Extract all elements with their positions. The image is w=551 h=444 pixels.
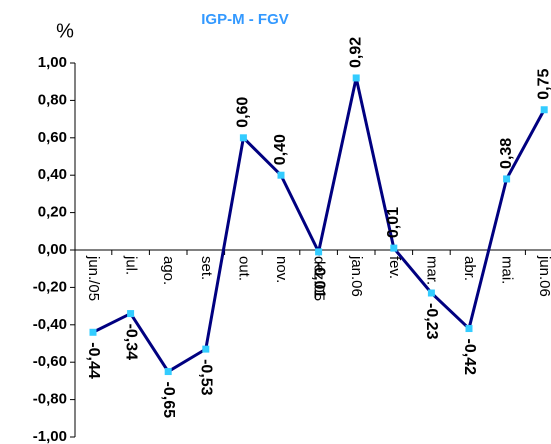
y-tick-label: 0,20 — [38, 204, 67, 221]
x-tick-label: mai. — [499, 256, 516, 284]
y-tick-label: -0,20 — [33, 278, 67, 295]
chart-title: IGP-M - FGV — [201, 11, 289, 28]
data-label: -0,65 — [160, 382, 177, 419]
x-tick-label: out. — [235, 256, 252, 281]
marker — [390, 244, 398, 252]
y-tick-label: 0,60 — [38, 129, 67, 146]
x-tick-label: nov. — [273, 256, 290, 283]
x-tick-label: abr. — [461, 256, 478, 281]
data-label: -0,53 — [198, 359, 215, 396]
x-tick-label: jun.06 — [536, 255, 551, 297]
y-tick-label: -1,00 — [33, 428, 67, 444]
marker — [315, 248, 323, 256]
data-label: 0,92 — [347, 37, 364, 68]
x-tick-label: dez.05 — [311, 256, 328, 301]
data-label: 0,38 — [498, 138, 515, 169]
data-label: 0,40 — [272, 134, 289, 165]
y-tick-label: -0,80 — [33, 391, 67, 408]
data-label: -0,44 — [85, 342, 102, 379]
marker — [465, 325, 473, 333]
data-label: 0,75 — [535, 69, 551, 100]
series-line — [92, 77, 546, 374]
marker — [503, 175, 511, 183]
x-tick-label: ago. — [160, 256, 177, 285]
marker — [239, 134, 247, 142]
marker — [352, 74, 360, 82]
marker — [427, 289, 435, 297]
x-tick-label: jan.06 — [348, 255, 365, 297]
data-label: 0,01 — [385, 207, 402, 238]
y-axis-label: % — [56, 20, 74, 42]
x-tick-label: jul. — [123, 255, 140, 275]
y-tick-label: 0,00 — [38, 241, 67, 258]
y-tick-label: 0,40 — [38, 166, 67, 183]
y-tick-label: 0,80 — [38, 91, 67, 108]
data-label: -0,42 — [461, 339, 478, 376]
x-tick-label: jun./05 — [85, 255, 102, 301]
marker — [277, 171, 285, 179]
marker — [202, 345, 210, 353]
data-label: -0,34 — [122, 324, 139, 361]
marker — [164, 368, 172, 376]
marker — [127, 310, 135, 318]
y-tick-label: 1,00 — [38, 54, 67, 71]
x-tick-label: mar. — [423, 256, 440, 285]
marker — [540, 106, 548, 114]
y-tick-label: -0,40 — [33, 316, 67, 333]
data-label: 0,60 — [235, 97, 252, 128]
y-tick-label: -0,60 — [33, 353, 67, 370]
data-label: -0,01 — [310, 262, 327, 299]
data-label: -0,23 — [423, 303, 440, 340]
marker — [89, 328, 97, 336]
x-tick-label: fev. — [386, 256, 403, 279]
x-tick-label: set. — [198, 256, 215, 280]
